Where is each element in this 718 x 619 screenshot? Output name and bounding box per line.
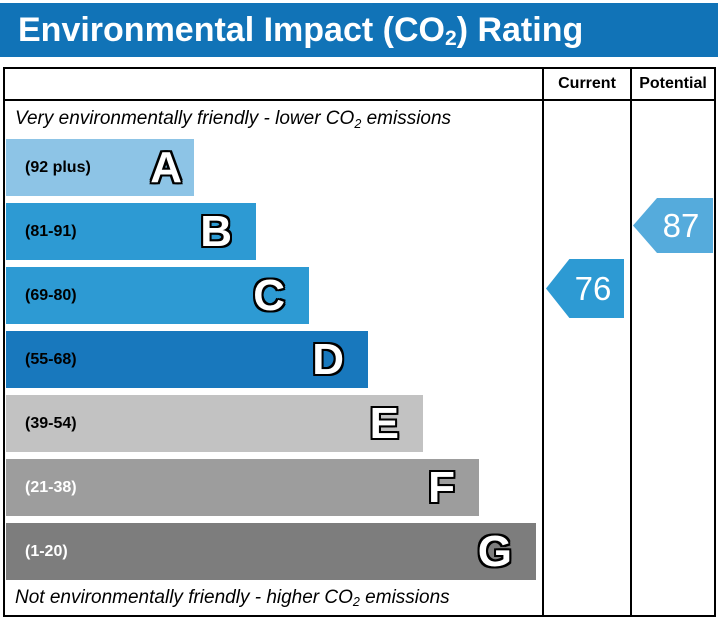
chart-title-bar: Environmental Impact (CO2) Rating xyxy=(0,3,718,57)
band-range: (69-80) xyxy=(25,286,77,304)
co2-subscript: 2 xyxy=(354,116,362,131)
band-letter: A xyxy=(150,142,182,192)
current-column-divider xyxy=(542,69,544,615)
band-d: (55-68) D xyxy=(6,331,368,388)
caption-bottom-text: Not environmentally friendly - higher CO… xyxy=(15,586,450,610)
potential-column-header: Potential xyxy=(639,75,707,92)
caption-top-text: Very environmentally friendly - lower CO… xyxy=(15,108,452,131)
caption-top: Very environmentally friendly - lower CO… xyxy=(15,101,451,137)
header-underline xyxy=(5,99,714,101)
band-letter: F xyxy=(428,462,455,512)
band-g: (1-20) G xyxy=(6,523,536,580)
current-column-header: Current xyxy=(558,75,616,92)
band-letter: G xyxy=(477,526,512,576)
band-range: (55-68) xyxy=(25,350,77,368)
chart-title: Environmental Impact (CO2) Rating xyxy=(18,10,584,51)
potential-column-divider xyxy=(630,69,632,615)
band-e: (39-54) E xyxy=(6,395,423,452)
current-rating-value: 76 xyxy=(574,269,612,307)
band-range: (92 plus) xyxy=(25,158,91,176)
band-letter: D xyxy=(312,334,344,384)
potential-rating-value: 87 xyxy=(662,206,700,244)
band-range: (1-20) xyxy=(25,542,68,560)
band-letter: B xyxy=(200,206,232,256)
band-c: (69-80) C xyxy=(6,267,309,324)
current-rating-arrow: 76 xyxy=(546,259,624,318)
band-range: (81-91) xyxy=(25,222,77,240)
band-letter: C xyxy=(253,270,285,320)
rating-table: Current Potential Very environmentally f… xyxy=(3,67,716,617)
band-f: (21-38) F xyxy=(6,459,479,516)
band-range: (21-38) xyxy=(25,478,77,496)
band-a: (92 plus) A xyxy=(6,139,194,196)
rating-bands: (92 plus) A (81-91) B (69-80) C (55-68) … xyxy=(6,139,536,580)
potential-rating-arrow: 87 xyxy=(633,198,713,253)
band-b: (81-91) B xyxy=(6,203,256,260)
co2-subscript: 2 xyxy=(352,595,360,609)
caption-bottom: Not environmentally friendly - higher CO… xyxy=(15,580,450,615)
co2-subscript: 2 xyxy=(444,27,457,51)
band-letter: E xyxy=(369,398,399,448)
band-range: (39-54) xyxy=(25,414,77,432)
